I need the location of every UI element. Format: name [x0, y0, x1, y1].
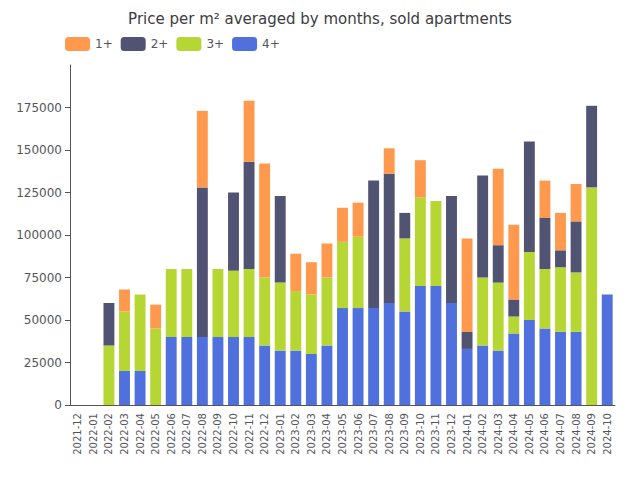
svg-text:3+: 3+: [206, 37, 224, 51]
svg-text:2022-12: 2022-12: [259, 413, 270, 455]
svg-text:2024-05: 2024-05: [524, 413, 535, 455]
svg-text:150000: 150000: [16, 143, 62, 157]
svg-text:2022-04: 2022-04: [135, 413, 146, 455]
svg-text:100000: 100000: [16, 228, 62, 242]
svg-text:75000: 75000: [24, 271, 62, 285]
svg-text:2022-11: 2022-11: [244, 413, 255, 455]
svg-text:1+: 1+: [95, 37, 113, 51]
svg-text:2023-10: 2023-10: [415, 413, 426, 455]
svg-text:2021-12: 2021-12: [72, 413, 83, 455]
svg-text:2024-08: 2024-08: [571, 413, 582, 455]
svg-text:0: 0: [54, 398, 62, 412]
svg-text:2023-05: 2023-05: [337, 413, 348, 455]
svg-text:2022-05: 2022-05: [150, 413, 161, 455]
svg-text:2023-07: 2023-07: [368, 413, 379, 455]
svg-text:125000: 125000: [16, 186, 62, 200]
svg-text:2023-06: 2023-06: [353, 413, 364, 455]
svg-text:2024-10: 2024-10: [602, 413, 613, 455]
svg-text:2022-08: 2022-08: [197, 413, 208, 455]
svg-text:2024-06: 2024-06: [539, 413, 550, 455]
svg-text:2023-03: 2023-03: [306, 413, 317, 455]
svg-text:2024-04: 2024-04: [508, 413, 519, 455]
svg-text:2022-01: 2022-01: [88, 413, 99, 455]
svg-text:2022-03: 2022-03: [119, 413, 130, 455]
svg-text:2023-04: 2023-04: [321, 413, 332, 455]
svg-text:2023-12: 2023-12: [446, 413, 457, 455]
svg-text:2023-01: 2023-01: [275, 413, 286, 455]
svg-text:2022-02: 2022-02: [103, 413, 114, 455]
svg-text:2022-10: 2022-10: [228, 413, 239, 455]
svg-text:2023-09: 2023-09: [399, 413, 410, 455]
svg-text:2+: 2+: [151, 37, 169, 51]
svg-text:4+: 4+: [262, 37, 280, 51]
svg-text:2024-03: 2024-03: [493, 413, 504, 455]
svg-text:2022-07: 2022-07: [181, 413, 192, 455]
svg-text:2024-07: 2024-07: [555, 413, 566, 455]
svg-text:2024-09: 2024-09: [586, 413, 597, 455]
svg-text:50000: 50000: [24, 313, 62, 327]
svg-text:2022-09: 2022-09: [212, 413, 223, 455]
svg-text:175000: 175000: [16, 101, 62, 115]
svg-text:2024-02: 2024-02: [477, 413, 488, 455]
svg-text:2022-06: 2022-06: [166, 413, 177, 455]
svg-text:Price per m² averaged by month: Price per m² averaged by months, sold ap…: [128, 10, 512, 28]
svg-text:2024-01: 2024-01: [462, 413, 473, 455]
svg-text:2023-11: 2023-11: [430, 413, 441, 455]
svg-text:2023-02: 2023-02: [290, 413, 301, 455]
svg-text:25000: 25000: [24, 356, 62, 370]
svg-text:2023-08: 2023-08: [384, 413, 395, 455]
